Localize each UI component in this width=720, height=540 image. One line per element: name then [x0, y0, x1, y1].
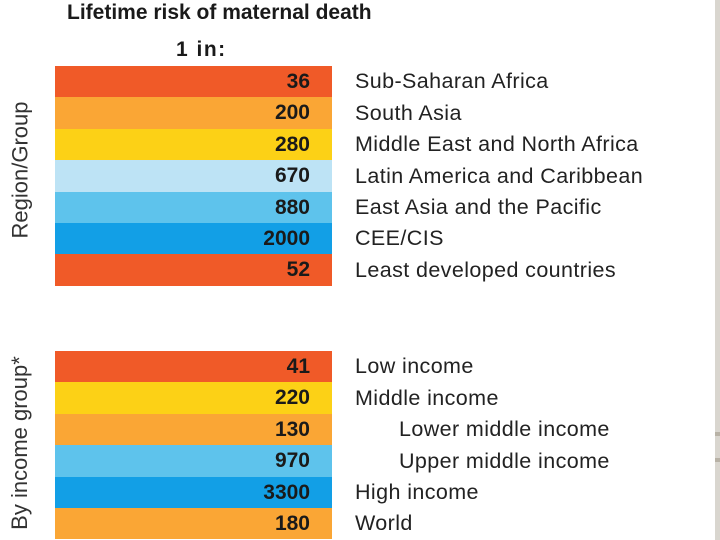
- risk-bar: 3300: [55, 477, 332, 508]
- risk-value: 36: [286, 69, 310, 93]
- risk-bar: 41: [55, 351, 332, 382]
- row-label: Low income: [355, 354, 474, 378]
- slide-edge-decoration: [715, 0, 720, 540]
- row-label: Sub-Saharan Africa: [355, 69, 549, 93]
- chart-title: Lifetime risk of maternal death: [67, 1, 372, 24]
- risk-bar: 200: [55, 97, 332, 129]
- slide-edge-tick: [715, 458, 720, 462]
- row-label: Middle income: [355, 386, 499, 410]
- row-label: Lower middle income: [399, 417, 610, 441]
- risk-bar: 970: [55, 445, 332, 477]
- risk-bar: 880: [55, 192, 332, 223]
- risk-value: 880: [274, 195, 310, 219]
- risk-value: 200: [274, 101, 310, 124]
- risk-value: 970: [274, 449, 310, 472]
- risk-value: 3300: [263, 480, 310, 504]
- row-label: Upper middle income: [399, 449, 610, 473]
- row-label: Least developed countries: [355, 258, 617, 282]
- risk-bar: 52: [55, 254, 332, 286]
- row-label: South Asia: [355, 101, 462, 125]
- group-label-region: Region/Group: [6, 101, 32, 239]
- slide-edge-tick: [715, 432, 720, 436]
- row-label: East Asia and the Pacific: [355, 195, 602, 219]
- risk-bar: 130: [55, 414, 332, 445]
- risk-bar: 2000: [55, 223, 332, 254]
- risk-value: 130: [274, 417, 310, 441]
- risk-value: 670: [274, 164, 310, 187]
- row-label: CEE/CIS: [355, 226, 444, 250]
- row-label: Latin America and Caribbean: [355, 164, 644, 188]
- chart-subtitle: 1 in:: [176, 38, 227, 61]
- risk-bar: 280: [55, 129, 332, 160]
- risk-value: 220: [274, 386, 310, 409]
- risk-value: 41: [286, 354, 310, 378]
- risk-value: 2000: [263, 226, 310, 250]
- risk-bar: 180: [55, 508, 332, 539]
- row-label: High income: [355, 480, 479, 504]
- row-label: World: [355, 511, 413, 535]
- risk-value: 180: [274, 511, 310, 535]
- group-label-income: By income group*: [6, 356, 32, 530]
- row-label: Middle East and North Africa: [355, 132, 639, 156]
- risk-bar: 670: [55, 160, 332, 192]
- risk-bar: 220: [55, 382, 332, 414]
- risk-value: 280: [274, 132, 310, 156]
- risk-value: 52: [286, 258, 310, 281]
- risk-bar: 36: [55, 66, 332, 97]
